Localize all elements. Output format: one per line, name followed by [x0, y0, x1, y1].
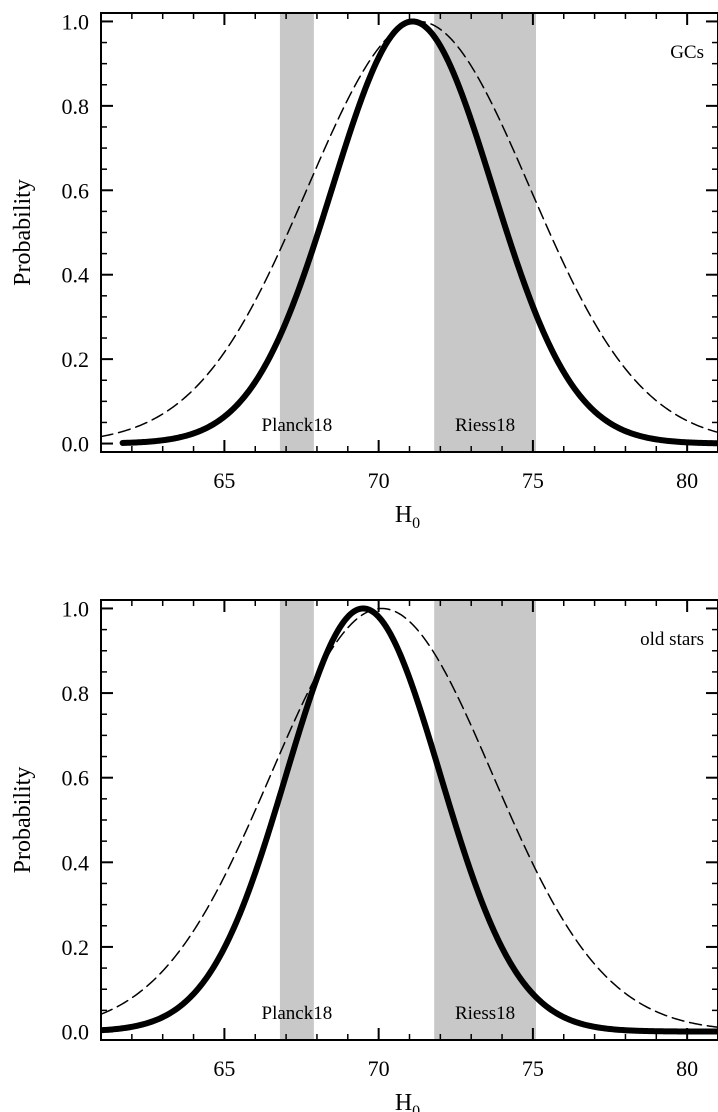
x-tick-label: 80	[676, 468, 698, 493]
band-label-riess18: Riess18	[455, 415, 515, 436]
series-solid-curve	[101, 605, 718, 1035]
series-dashed-curve	[101, 607, 718, 1028]
y-axis-label: Probability	[10, 767, 36, 874]
y-axis-label: Probability	[10, 179, 36, 286]
series-dashed-curve	[101, 20, 718, 438]
y-tick-label: 0.2	[62, 935, 90, 960]
y-tick-label: 0.4	[62, 850, 90, 875]
y-tick-label: 0.0	[62, 1020, 90, 1045]
x-axis-label-subscript: 0	[412, 1103, 420, 1112]
y-tick-label: 0.6	[62, 178, 90, 203]
band-label-riess18: Riess18	[455, 1003, 515, 1024]
y-tick-label: 0.2	[62, 347, 90, 372]
y-tick-label: 0.8	[62, 681, 90, 706]
plot-frame	[100, 599, 718, 1041]
x-tick-label: 70	[368, 1056, 390, 1081]
x-axis-label-subscript: 0	[412, 515, 420, 532]
x-axis-label-main: H	[395, 502, 412, 528]
band-planck18	[279, 13, 314, 452]
chart-panel-2: Planck18 Riess18 65 70 75 80 0.0 0.2 0.4 0.6 0.8 1.…	[10, 596, 718, 1112]
y-tick-label: 1.0	[62, 596, 90, 621]
x-tick-label: 75	[522, 468, 544, 493]
y-tick-label: 0.8	[62, 94, 90, 119]
y-tick-label: 0.6	[62, 766, 90, 791]
x-tick-label: 65	[213, 1056, 235, 1081]
series-solid-curve	[119, 18, 718, 447]
panel-annotation: old stars	[640, 629, 704, 650]
plot-frame	[100, 12, 718, 453]
x-tick-label: 70	[368, 468, 390, 493]
panel-annotation: GCs	[670, 42, 704, 63]
band-label-planck18: Planck18	[262, 415, 333, 436]
band-planck18	[279, 600, 314, 1040]
chart-panel-1: Planck18 Riess18 65 70 75 80 0.0 0.2 0.4 0.6 0.8 1.…	[10, 9, 718, 532]
y-tick-label: 0.0	[62, 432, 90, 457]
x-tick-label: 65	[213, 468, 235, 493]
x-axis-label: H0	[395, 502, 420, 532]
y-tick-label: 0.4	[62, 263, 90, 288]
band-riess18	[434, 13, 536, 452]
x-axis-label-main: H	[395, 1090, 412, 1112]
x-axis-label: H0	[395, 1090, 420, 1112]
x-tick-label: 80	[676, 1056, 698, 1081]
x-tick-label: 75	[522, 1056, 544, 1081]
band-label-planck18: Planck18	[262, 1003, 333, 1024]
y-tick-label: 1.0	[62, 9, 90, 34]
